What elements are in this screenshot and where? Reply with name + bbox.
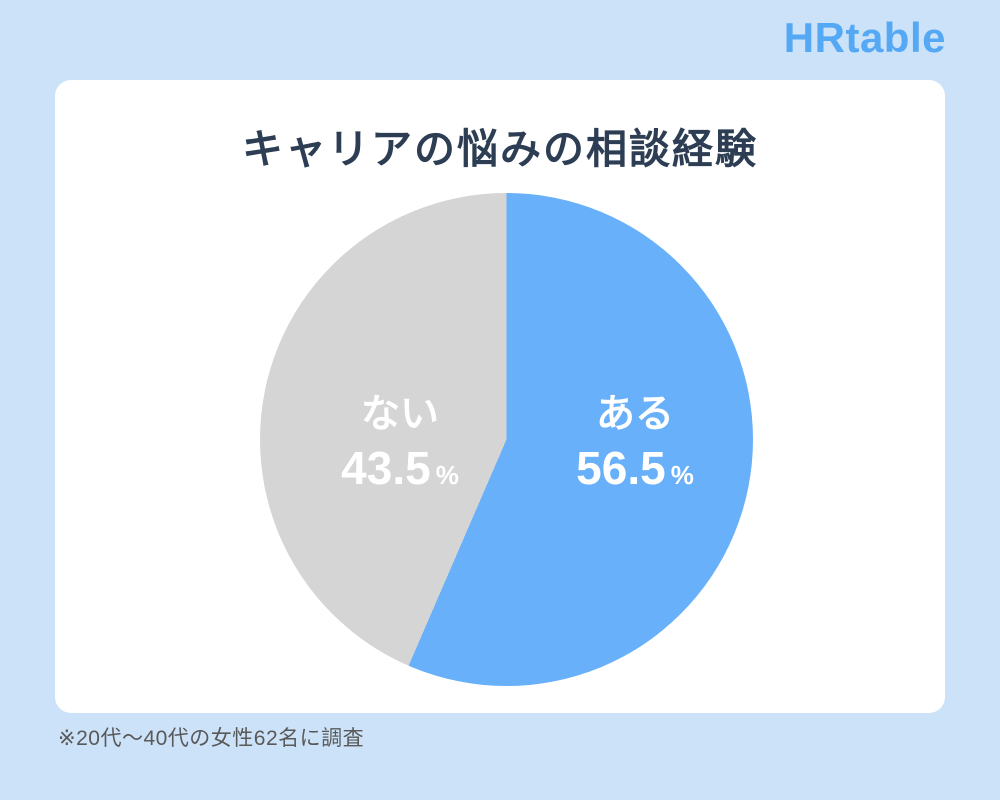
slice-label-nai: ない 43.5%	[305, 393, 495, 495]
pie-chart	[260, 193, 753, 686]
slice-aru-name: ある	[595, 393, 674, 436]
slice-nai-percent-sign: %	[435, 459, 459, 490]
chart-card: キャリアの悩みの相談経験 ある 56.5% ない 43.5%	[55, 80, 945, 713]
chart-title: キャリアの悩みの相談経験	[242, 126, 758, 172]
brand-logo: HRtable	[783, 14, 946, 61]
slice-label-aru: ある 56.5%	[540, 393, 730, 495]
survey-note: ※20代〜40代の女性62名に調査	[58, 727, 365, 750]
slice-nai-name: ない	[360, 393, 439, 436]
slice-nai-value: 43.5%	[305, 442, 495, 495]
slice-nai-number: 43.5	[341, 441, 431, 494]
slice-aru-percent-sign: %	[670, 459, 694, 490]
slice-aru-value: 56.5%	[540, 442, 730, 495]
slice-aru-number: 56.5	[576, 441, 666, 494]
